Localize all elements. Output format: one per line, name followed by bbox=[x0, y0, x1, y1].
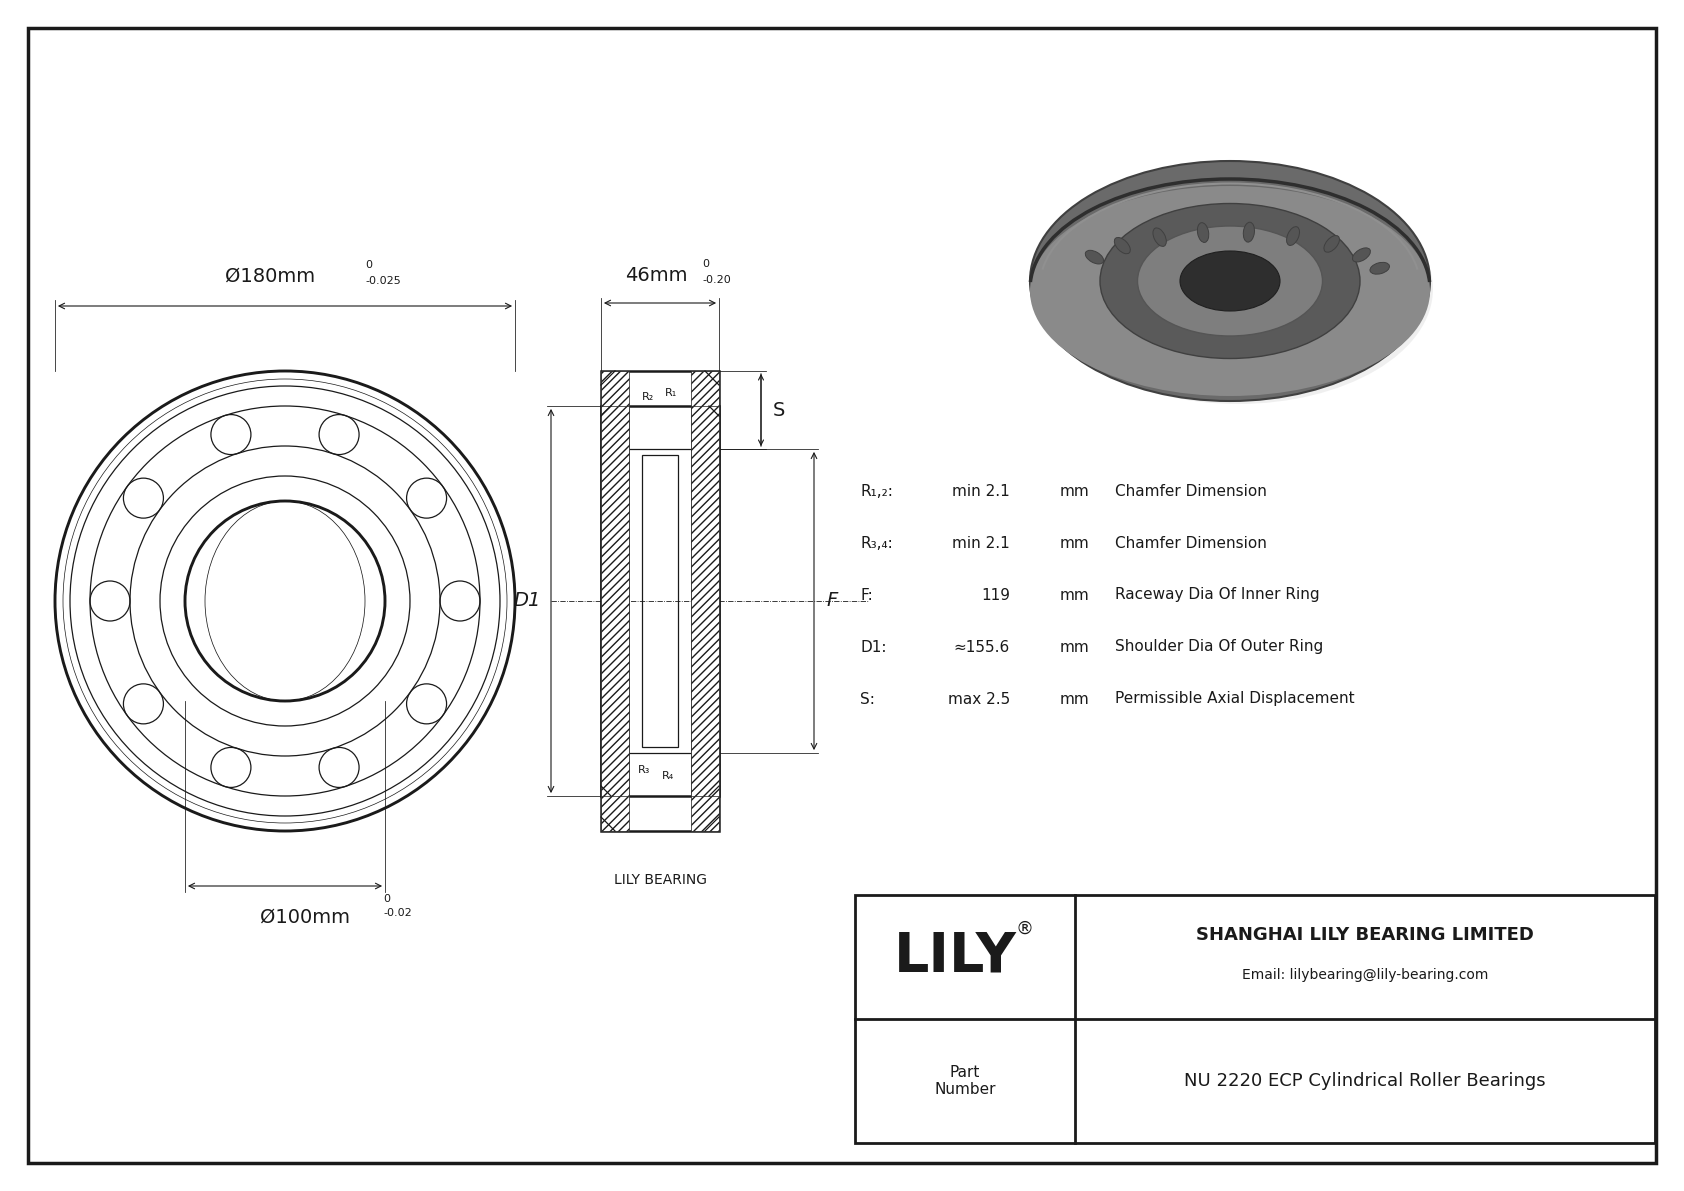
Text: ≈155.6: ≈155.6 bbox=[953, 640, 1010, 655]
Ellipse shape bbox=[1371, 262, 1389, 274]
Ellipse shape bbox=[1100, 204, 1361, 358]
Ellipse shape bbox=[1243, 223, 1255, 242]
Ellipse shape bbox=[1324, 236, 1339, 252]
Text: R₄: R₄ bbox=[662, 771, 674, 781]
Text: D1:: D1: bbox=[861, 640, 886, 655]
Ellipse shape bbox=[1197, 223, 1209, 243]
Ellipse shape bbox=[1137, 226, 1322, 336]
Bar bbox=[601, 406, 630, 796]
Text: -0.02: -0.02 bbox=[382, 908, 413, 918]
Text: LILY BEARING: LILY BEARING bbox=[613, 873, 707, 887]
Text: D1: D1 bbox=[514, 592, 541, 611]
Bar bbox=[855, 894, 1655, 1143]
Text: Shoulder Dia Of Outer Ring: Shoulder Dia Of Outer Ring bbox=[1115, 640, 1324, 655]
Ellipse shape bbox=[1180, 251, 1280, 311]
Text: 0: 0 bbox=[365, 260, 372, 270]
Text: NU 2220 ECP Cylindrical Roller Bearings: NU 2220 ECP Cylindrical Roller Bearings bbox=[1184, 1072, 1546, 1090]
Text: 0: 0 bbox=[702, 258, 709, 269]
Bar bbox=[690, 372, 719, 831]
Text: R₂: R₂ bbox=[642, 392, 653, 403]
Text: mm: mm bbox=[1059, 692, 1090, 706]
Text: ®: ® bbox=[1015, 919, 1032, 939]
Text: Part
Number: Part Number bbox=[935, 1065, 995, 1097]
Text: S:: S: bbox=[861, 692, 876, 706]
Text: Chamfer Dimension: Chamfer Dimension bbox=[1115, 536, 1266, 550]
Text: 119: 119 bbox=[982, 587, 1010, 603]
Text: Raceway Dia Of Inner Ring: Raceway Dia Of Inner Ring bbox=[1115, 587, 1320, 603]
Ellipse shape bbox=[1154, 227, 1167, 247]
Text: LILY: LILY bbox=[894, 930, 1017, 984]
Bar bbox=[690, 406, 719, 796]
Text: mm: mm bbox=[1059, 587, 1090, 603]
Text: -0.20: -0.20 bbox=[702, 275, 731, 285]
Text: Permissible Axial Displacement: Permissible Axial Displacement bbox=[1115, 692, 1354, 706]
Bar bbox=[642, 455, 679, 747]
Text: 46mm: 46mm bbox=[625, 266, 687, 285]
Ellipse shape bbox=[1031, 186, 1430, 395]
Text: Chamfer Dimension: Chamfer Dimension bbox=[1115, 484, 1266, 499]
Text: mm: mm bbox=[1059, 640, 1090, 655]
Text: R₃,₄:: R₃,₄: bbox=[861, 536, 893, 550]
Text: min 2.1: min 2.1 bbox=[951, 536, 1010, 550]
Text: max 2.5: max 2.5 bbox=[948, 692, 1010, 706]
Text: SHANGHAI LILY BEARING LIMITED: SHANGHAI LILY BEARING LIMITED bbox=[1196, 925, 1534, 944]
Ellipse shape bbox=[1031, 161, 1430, 401]
Ellipse shape bbox=[1115, 237, 1130, 254]
Text: R₁,₂:: R₁,₂: bbox=[861, 484, 893, 499]
Ellipse shape bbox=[1084, 250, 1103, 264]
Text: F: F bbox=[825, 592, 837, 611]
Text: S: S bbox=[773, 400, 785, 419]
Text: 0: 0 bbox=[382, 894, 391, 904]
Bar bbox=[601, 372, 630, 831]
Text: F:: F: bbox=[861, 587, 872, 603]
Text: -0.025: -0.025 bbox=[365, 276, 401, 286]
Ellipse shape bbox=[1352, 248, 1371, 262]
Text: Ø100mm: Ø100mm bbox=[259, 908, 350, 927]
Text: R₃: R₃ bbox=[638, 765, 650, 775]
Bar bbox=[601, 372, 719, 831]
Text: min 2.1: min 2.1 bbox=[951, 484, 1010, 499]
Text: mm: mm bbox=[1059, 484, 1090, 499]
Bar bbox=[601, 406, 719, 796]
Text: R₁: R₁ bbox=[665, 388, 677, 398]
Ellipse shape bbox=[1042, 174, 1433, 404]
Text: Email: lilybearing@lily-bearing.com: Email: lilybearing@lily-bearing.com bbox=[1241, 968, 1489, 983]
Text: mm: mm bbox=[1059, 536, 1090, 550]
Text: Ø180mm: Ø180mm bbox=[226, 267, 315, 286]
Ellipse shape bbox=[1287, 226, 1300, 245]
